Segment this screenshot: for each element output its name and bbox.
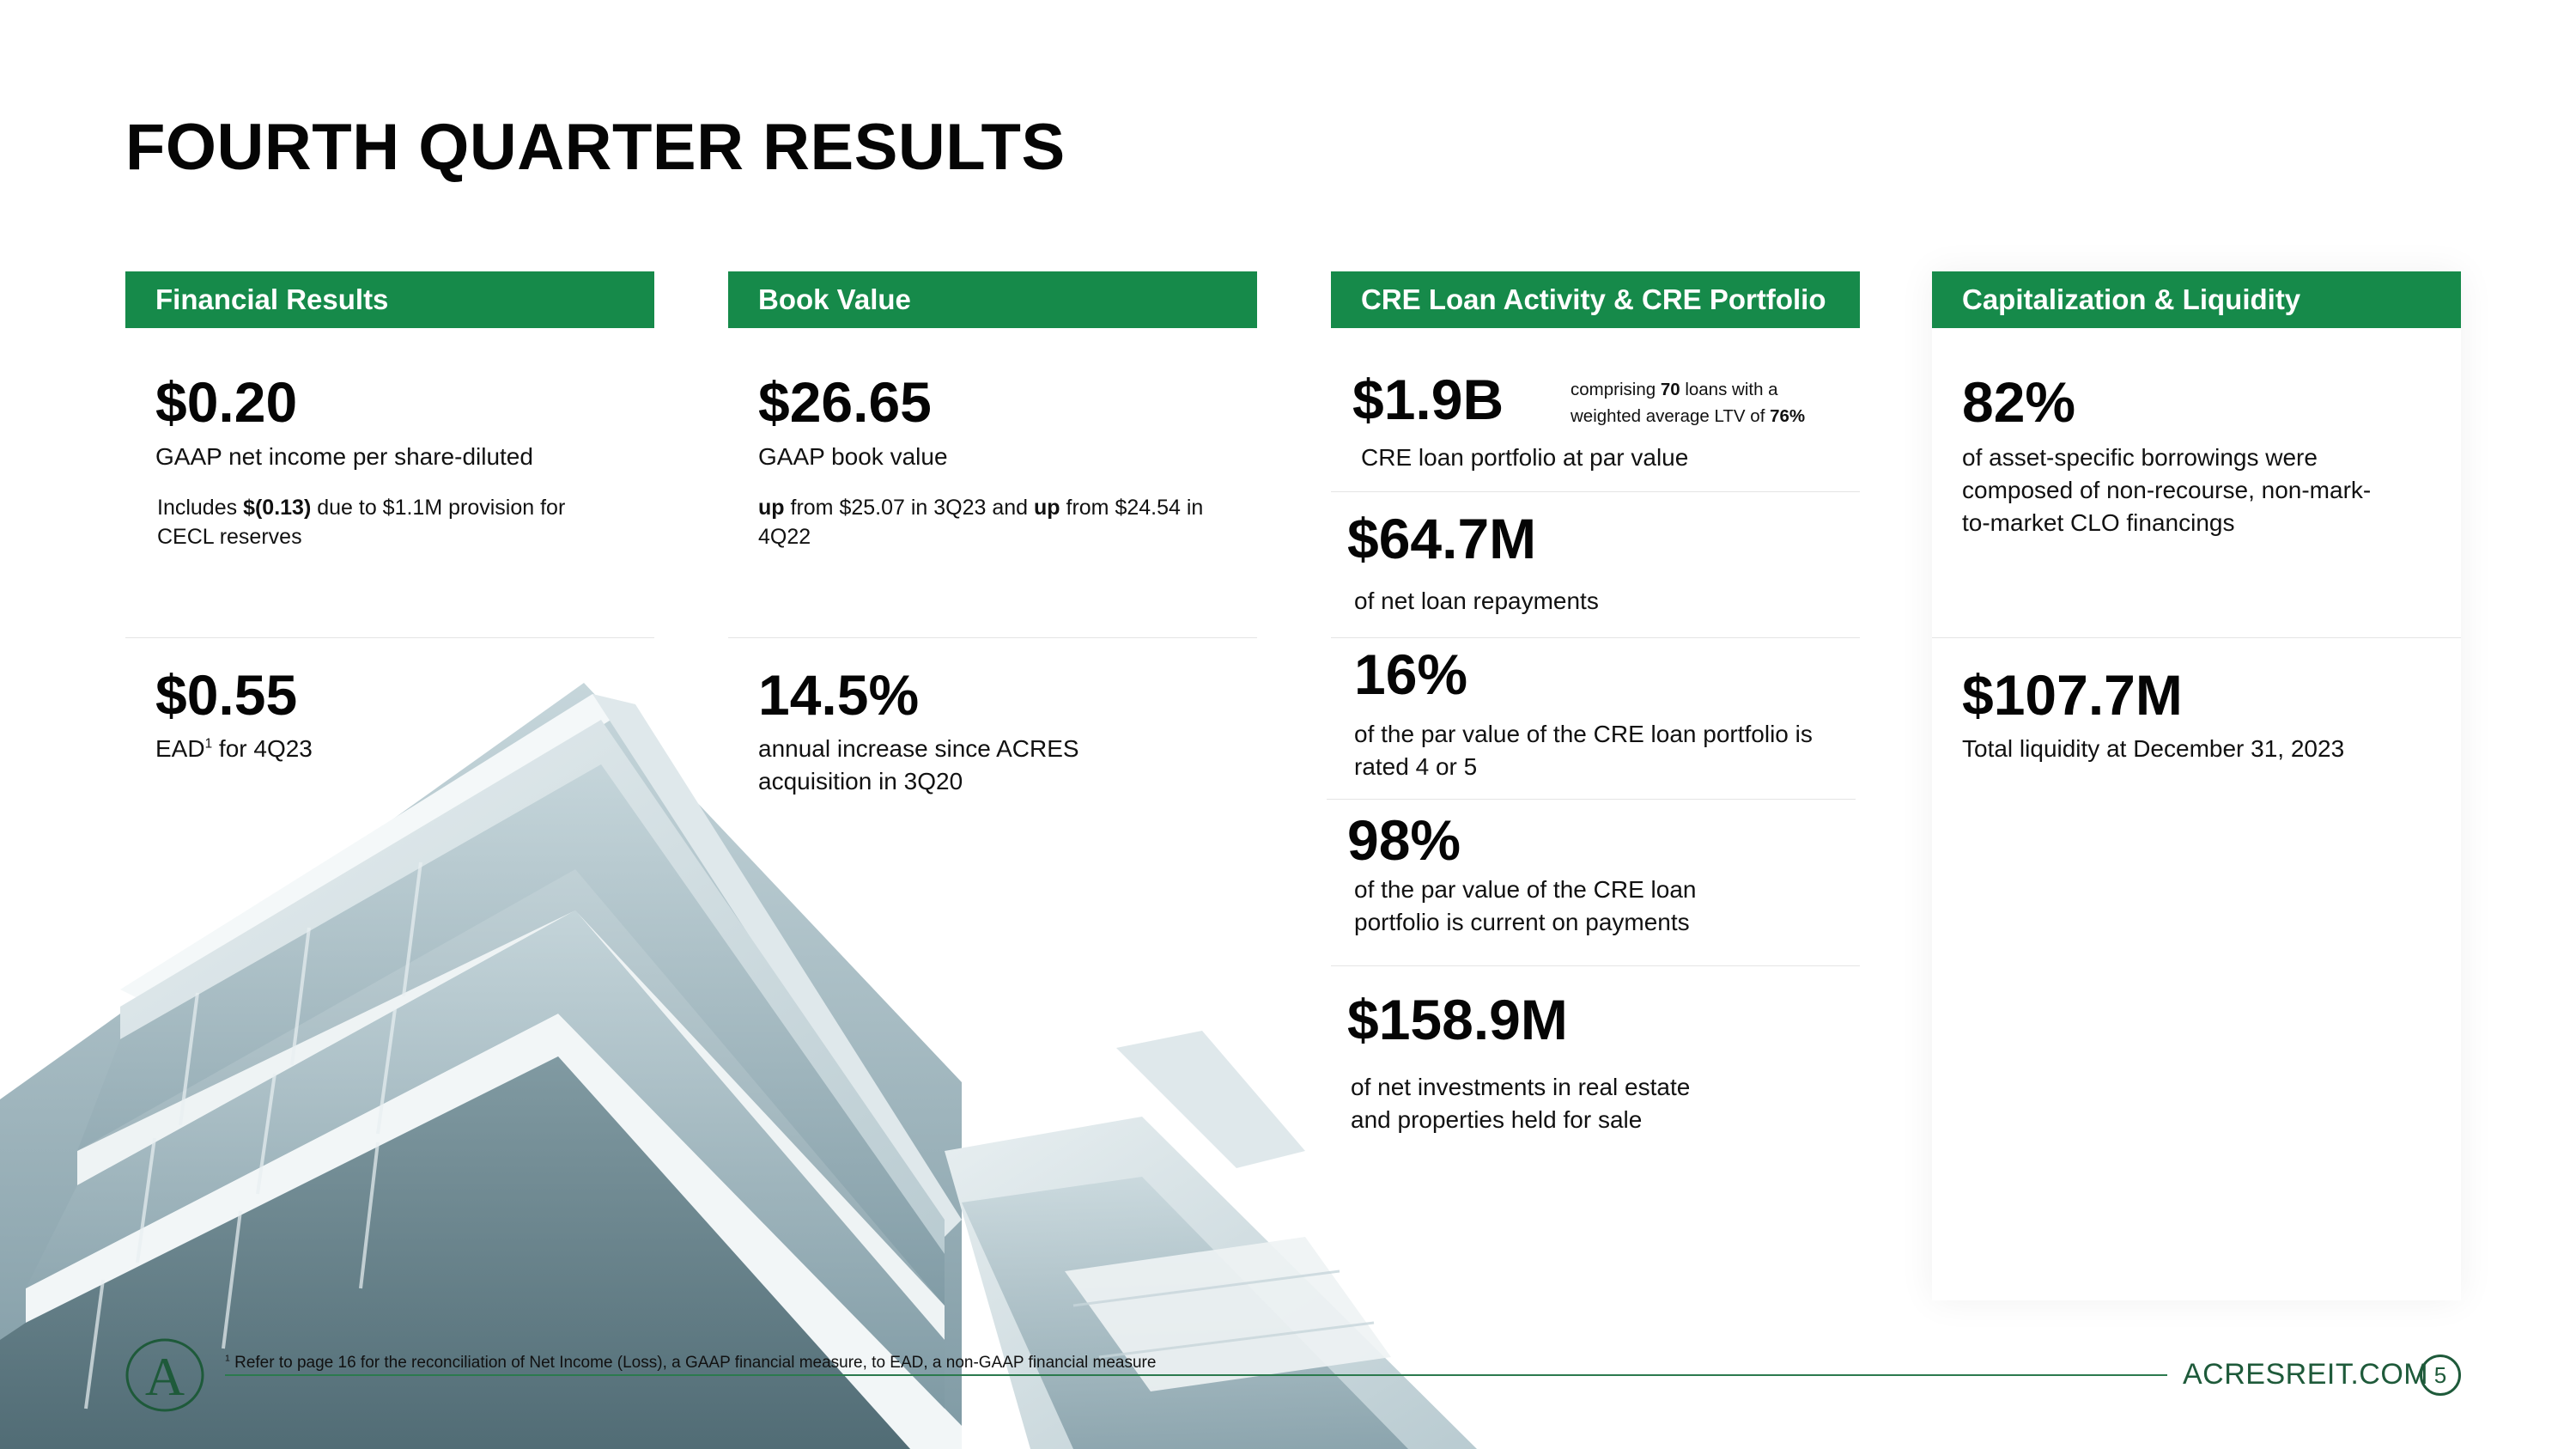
divider [1331,491,1860,492]
cre-portfolio-label: CRE loan portfolio at par value [1361,444,1689,471]
net-investments-value: $158.9M [1347,988,1568,1051]
cecl-note: Includes $(0.13) due to $1.1M provision … [157,496,566,549]
ead-label: EAD1 for 4Q23 [155,735,313,762]
net-investments-label: of net investments in real estate and pr… [1351,1074,1691,1134]
book-value-label: GAAP book value [758,443,948,470]
rated-4-or-5-label: of the par value of the CRE loan portfol… [1354,721,1813,781]
non-recourse-value: 82% [1962,370,2076,434]
page-number: 5 [2420,1355,2461,1396]
ead-value: $0.55 [155,663,298,727]
divider [1331,965,1860,966]
capitalization-header: Capitalization & Liquidity [1932,271,2461,328]
gaap-eps-label: GAAP net income per share-diluted [155,443,533,470]
annual-increase-value: 14.5% [758,663,920,727]
divider [125,637,654,638]
book-value-note: up from $25.07 in 3Q23 and up from $24.5… [758,496,1204,549]
gaap-eps-value: $0.20 [155,370,298,434]
current-on-payments-label: of the par value of the CRE loan portfol… [1354,876,1697,936]
page-title: FOURTH QUARTER RESULTS [125,111,1066,184]
total-liquidity-label: Total liquidity at December 31, 2023 [1962,735,2345,762]
footnote: 1 Refer to page 16 for the reconciliatio… [225,1354,1157,1372]
cre-portfolio-detail: comprising 70 loans with a weighted aver… [1571,380,1806,426]
current-on-payments-value: 98% [1347,808,1461,872]
book-value-header: Book Value [728,271,1257,328]
svg-text:A: A [145,1346,185,1407]
annual-increase-label: annual increase since ACRES acquisition … [758,735,1079,795]
building-photo [0,683,1477,1449]
footer-rule [225,1374,2167,1376]
net-repayments-label: of net loan repayments [1354,588,1599,614]
divider [1327,799,1856,800]
acres-logo: A [125,1338,204,1412]
capitalization-card [1932,271,2461,1300]
divider [1932,637,2461,638]
net-repayments-value: $64.7M [1347,507,1537,570]
rated-4-or-5-value: 16% [1354,642,1468,706]
financial-results-header: Financial Results [125,271,654,328]
website-link[interactable]: ACRESREIT.COM [2183,1358,2429,1391]
cre-loan-header: CRE Loan Activity & CRE Portfolio [1331,271,1860,328]
cre-portfolio-value: $1.9B [1352,368,1504,431]
divider [1331,637,1860,638]
total-liquidity-value: $107.7M [1962,663,2183,727]
book-value-amount: $26.65 [758,370,932,434]
divider [728,637,1257,638]
non-recourse-label: of asset-specific borrowings were compos… [1962,444,2372,537]
